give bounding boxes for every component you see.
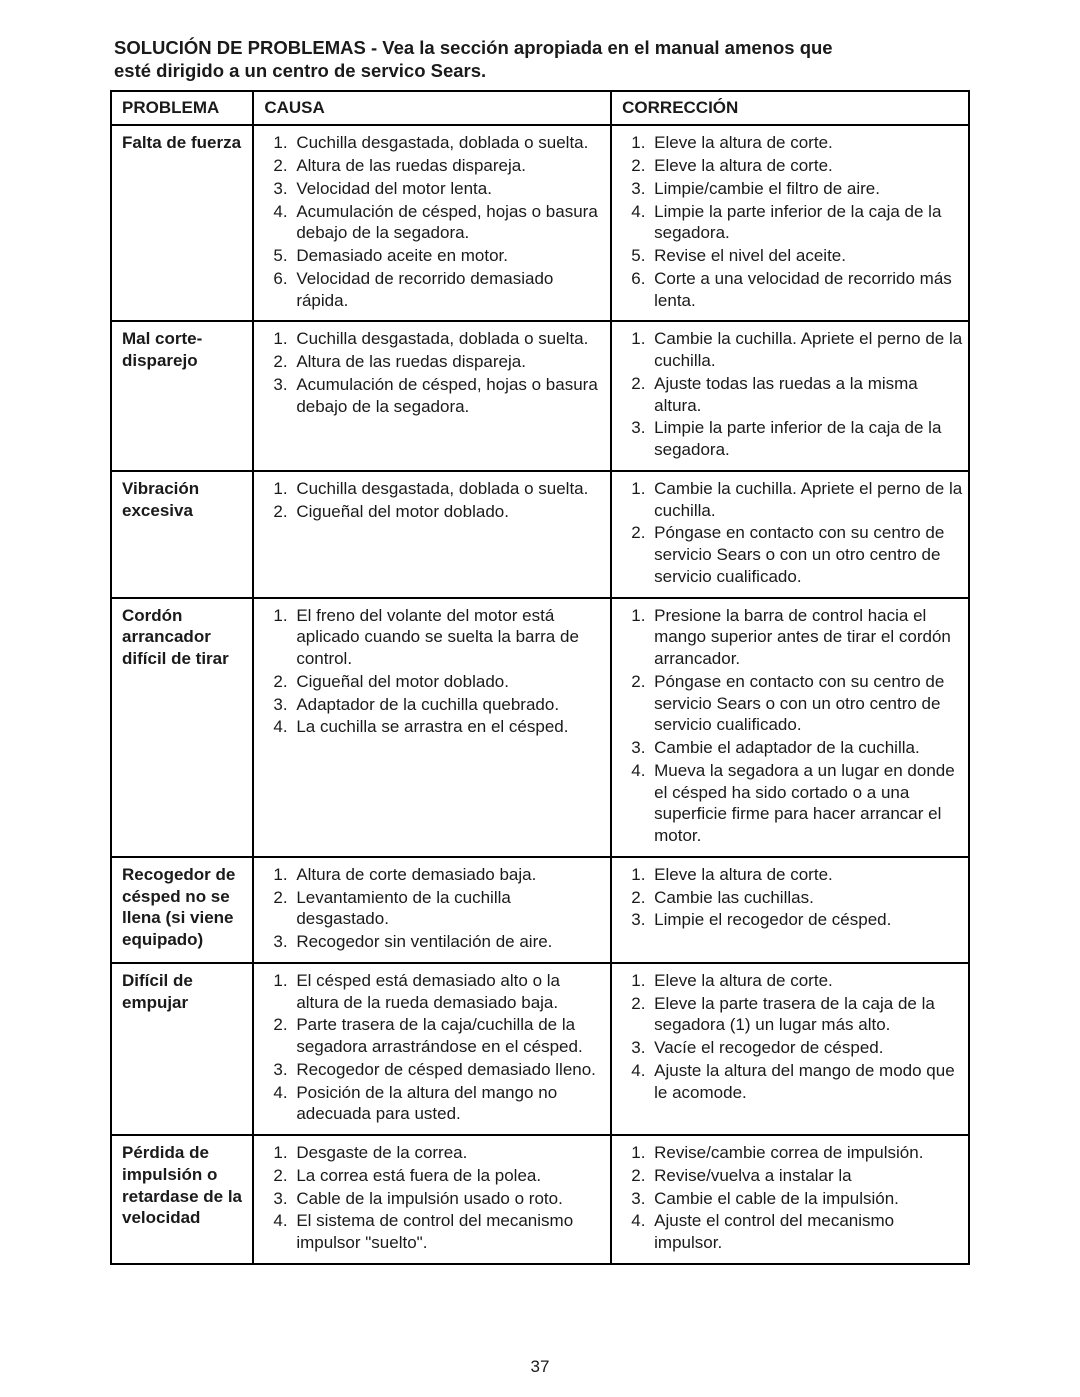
causa-cell: Desgaste de la correa.La correa está fue…	[253, 1135, 611, 1264]
correccion-cell: Eleve la altura de corte.Eleve la altura…	[611, 125, 969, 321]
correccion-item: Revise/vuelva a instalar la	[650, 1165, 964, 1187]
correccion-item: Revise/cambie correa de impulsión.	[650, 1142, 964, 1164]
problema-cell: Mal corte- disparejo	[111, 321, 253, 471]
table-header-row: PROBLEMA CAUSA CORRECCIÓN	[111, 91, 969, 125]
causa-item: Adaptador de la cuchilla quebrado.	[292, 694, 606, 716]
correccion-cell: Cambie la cuchilla. Apriete el perno de …	[611, 321, 969, 471]
causa-item: El césped está demasiado alto o la altur…	[292, 970, 606, 1014]
correccion-item: Cambie la cuchilla. Apriete el perno de …	[650, 478, 964, 522]
correccion-item: Limpie el recogedor de césped.	[650, 909, 964, 931]
causa-item: Parte trasera de la caja/cuchilla de la …	[292, 1014, 606, 1058]
correccion-item: Corte a una velocidad de recorrido más l…	[650, 268, 964, 312]
table-row: Recogedor de césped no se llena (si vien…	[111, 857, 969, 963]
table-row: Mal corte- disparejoCuchilla desgastada,…	[111, 321, 969, 471]
table-row: Falta de fuerzaCuchilla desgastada, dobl…	[111, 125, 969, 321]
problema-cell: Vibración excesiva	[111, 471, 253, 598]
causa-cell: Cuchilla desgastada, doblada o suelta.Ci…	[253, 471, 611, 598]
causa-item: Posición de la altura del mango no adecu…	[292, 1082, 606, 1126]
correccion-item: Póngase en contacto con su centro de ser…	[650, 522, 964, 587]
correccion-item: Presione la barra de control hacia el ma…	[650, 605, 964, 670]
correccion-cell: Presione la barra de control hacia el ma…	[611, 598, 969, 857]
causa-cell: El césped está demasiado alto o la altur…	[253, 963, 611, 1135]
correccion-item: Ajuste la altura del mango de modo que l…	[650, 1060, 964, 1104]
correccion-item: Cambie el adaptador de la cuchilla.	[650, 737, 964, 759]
causa-item: Acumulación de césped, hojas o basura de…	[292, 374, 606, 418]
causa-item: Velocidad del motor lenta.	[292, 178, 606, 200]
page-title: SOLUCIÓN DE PROBLEMAS - Vea la sección a…	[114, 36, 970, 82]
causa-cell: El freno del volante del motor está apli…	[253, 598, 611, 857]
causa-cell: Cuchilla desgastada, doblada o suelta.Al…	[253, 125, 611, 321]
correccion-item: Limpie la parte inferior de la caja de l…	[650, 417, 964, 461]
troubleshooting-table: PROBLEMA CAUSA CORRECCIÓN Falta de fuerz…	[110, 90, 970, 1265]
correccion-item: Eleve la altura de corte.	[650, 132, 964, 154]
correccion-item: Póngase en contacto con su centro de ser…	[650, 671, 964, 736]
causa-item: Altura de las ruedas dispareja.	[292, 351, 606, 373]
problema-cell: Difícil de empujar	[111, 963, 253, 1135]
title-line-1: SOLUCIÓN DE PROBLEMAS - Vea la sección a…	[114, 37, 833, 58]
problema-cell: Recogedor de césped no se llena (si vien…	[111, 857, 253, 963]
correccion-item: Eleve la parte trasera de la caja de la …	[650, 993, 964, 1037]
col-header-problema: PROBLEMA	[111, 91, 253, 125]
correccion-item: Eleve la altura de corte.	[650, 155, 964, 177]
causa-item: Cuchilla desgastada, doblada o suelta.	[292, 478, 606, 500]
problema-cell: Falta de fuerza	[111, 125, 253, 321]
causa-item: Altura de las ruedas dispareja.	[292, 155, 606, 177]
causa-item: El sistema de control del mecanismo impu…	[292, 1210, 606, 1254]
causa-item: Cigueñal del motor doblado.	[292, 671, 606, 693]
causa-cell: Cuchilla desgastada, doblada o suelta.Al…	[253, 321, 611, 471]
correccion-item: Ajuste el control del mecanismo impulsor…	[650, 1210, 964, 1254]
correccion-item: Cambie el cable de la impulsión.	[650, 1188, 964, 1210]
title-line-2: esté dirigido a un centro de servico Sea…	[114, 60, 486, 81]
correccion-cell: Cambie la cuchilla. Apriete el perno de …	[611, 471, 969, 598]
problema-cell: Pérdida de impulsión o retardase de la v…	[111, 1135, 253, 1264]
causa-item: Recogedor sin ventilación de aire.	[292, 931, 606, 953]
causa-item: Velocidad de recorrido demasiado rápida.	[292, 268, 606, 312]
causa-item: Altura de corte demasiado baja.	[292, 864, 606, 886]
causa-item: La cuchilla se arrastra en el césped.	[292, 716, 606, 738]
correccion-item: Mueva la segadora a un lugar en donde el…	[650, 760, 964, 847]
col-header-causa: CAUSA	[253, 91, 611, 125]
correccion-cell: Revise/cambie correa de impulsión.Revise…	[611, 1135, 969, 1264]
correccion-item: Eleve la altura de corte.	[650, 864, 964, 886]
correccion-item: Eleve la altura de corte.	[650, 970, 964, 992]
causa-item: El freno del volante del motor está apli…	[292, 605, 606, 670]
table-row: Vibración excesivaCuchilla desgastada, d…	[111, 471, 969, 598]
table-row: Pérdida de impulsión o retardase de la v…	[111, 1135, 969, 1264]
correccion-item: Limpie/cambie el filtro de aire.	[650, 178, 964, 200]
col-header-correccion: CORRECCIÓN	[611, 91, 969, 125]
problema-cell: Cordón arrancador difícil de tirar	[111, 598, 253, 857]
causa-item: Demasiado aceite en motor.	[292, 245, 606, 267]
correccion-item: Ajuste todas las ruedas a la misma altur…	[650, 373, 964, 417]
causa-item: Levantamiento de la cuchilla desgastado.	[292, 887, 606, 931]
causa-item: Recogedor de césped demasiado lleno.	[292, 1059, 606, 1081]
manual-page: SOLUCIÓN DE PROBLEMAS - Vea la sección a…	[0, 0, 1080, 1397]
table-body: Falta de fuerzaCuchilla desgastada, dobl…	[111, 125, 969, 1264]
correccion-cell: Eleve la altura de corte.Eleve la parte …	[611, 963, 969, 1135]
causa-item: Desgaste de la correa.	[292, 1142, 606, 1164]
correccion-item: Vacíe el recogedor de césped.	[650, 1037, 964, 1059]
table-row: Difícil de empujar El césped está demasia…	[111, 963, 969, 1135]
correccion-cell: Eleve la altura de corte.Cambie las cuch…	[611, 857, 969, 963]
causa-cell: Altura de corte demasiado baja.Levantami…	[253, 857, 611, 963]
correccion-item: Cambie las cuchillas.	[650, 887, 964, 909]
correccion-item: Revise el nivel del aceite.	[650, 245, 964, 267]
correccion-item: Limpie la parte inferior de la caja de l…	[650, 201, 964, 245]
table-row: Cordón arrancador difícil de tirar El fre…	[111, 598, 969, 857]
causa-item: Cable de la impulsión usado o roto.	[292, 1188, 606, 1210]
correccion-item: Cambie la cuchilla. Apriete el perno de …	[650, 328, 964, 372]
page-number: 37	[0, 1357, 1080, 1377]
causa-item: Acumulación de césped, hojas o basura de…	[292, 201, 606, 245]
causa-item: Cigueñal del motor doblado.	[292, 501, 606, 523]
causa-item: Cuchilla desgastada, doblada o suelta.	[292, 328, 606, 350]
causa-item: La correa está fuera de la polea.	[292, 1165, 606, 1187]
causa-item: Cuchilla desgastada, doblada o suelta.	[292, 132, 606, 154]
